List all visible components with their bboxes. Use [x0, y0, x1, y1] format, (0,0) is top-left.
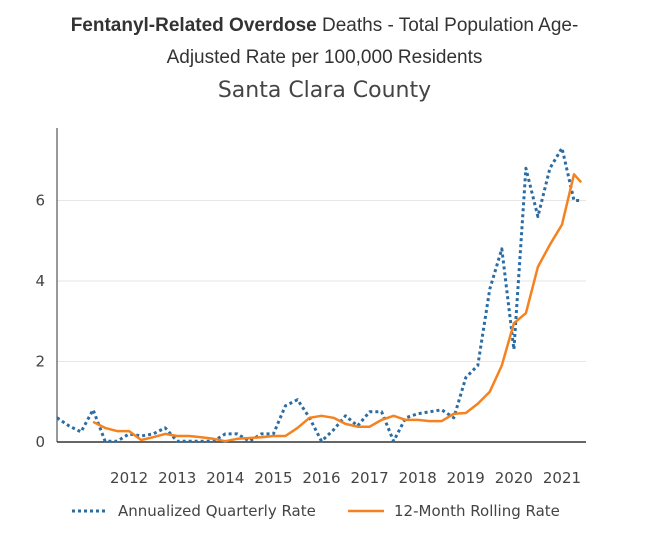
- x-tick-label: 2018: [399, 469, 437, 487]
- y-tick-label: 4: [35, 272, 45, 290]
- x-tick-label: 2021: [543, 469, 581, 487]
- x-axis-ticks: 2012 2013 2014 2015 2016 2017 2018 2019 2020 2021: [110, 469, 581, 487]
- series-line-annualized-quarterly-rate: [56, 146, 582, 443]
- y-axis-ticks: 0 2 4 6: [35, 191, 45, 451]
- chart-title-rest: Deaths - Total Population Age-: [316, 15, 579, 36]
- gridlines: [57, 199, 586, 362]
- legend-label: 12-Month Rolling Rate: [394, 502, 560, 520]
- x-tick-label: 2013: [158, 469, 196, 487]
- x-tick-label: 2019: [447, 469, 485, 487]
- y-tick-label: 0: [35, 433, 45, 451]
- x-tick-label: 2016: [302, 469, 340, 487]
- legend-label: Annualized Quarterly Rate: [118, 502, 316, 520]
- chart-title: Fentanyl-Related Overdose Deaths - Total…: [0, 10, 649, 106]
- chart-title-bold: Fentanyl-Related Overdose: [70, 15, 317, 36]
- x-tick-label: 2012: [110, 469, 148, 487]
- y-tick-label: 2: [35, 352, 45, 370]
- series-line-rolling-rate: [92, 173, 583, 443]
- x-tick-label: 2020: [495, 469, 533, 487]
- x-tick-label: 2015: [254, 469, 292, 487]
- y-tick-label: 6: [35, 191, 45, 209]
- legend: Annualized Quarterly Rate 12-Month Rollin…: [72, 502, 560, 520]
- x-tick-label: 2017: [350, 469, 388, 487]
- series-group: [56, 146, 583, 443]
- chart-title-line-1: Fentanyl-Related Overdose Deaths - Total…: [0, 10, 649, 42]
- chart-subtitle: Santa Clara County: [217, 78, 432, 103]
- chart-title-line-2: Adjusted Rate per 100,000 Residents: [166, 47, 483, 68]
- x-tick-label: 2014: [206, 469, 244, 487]
